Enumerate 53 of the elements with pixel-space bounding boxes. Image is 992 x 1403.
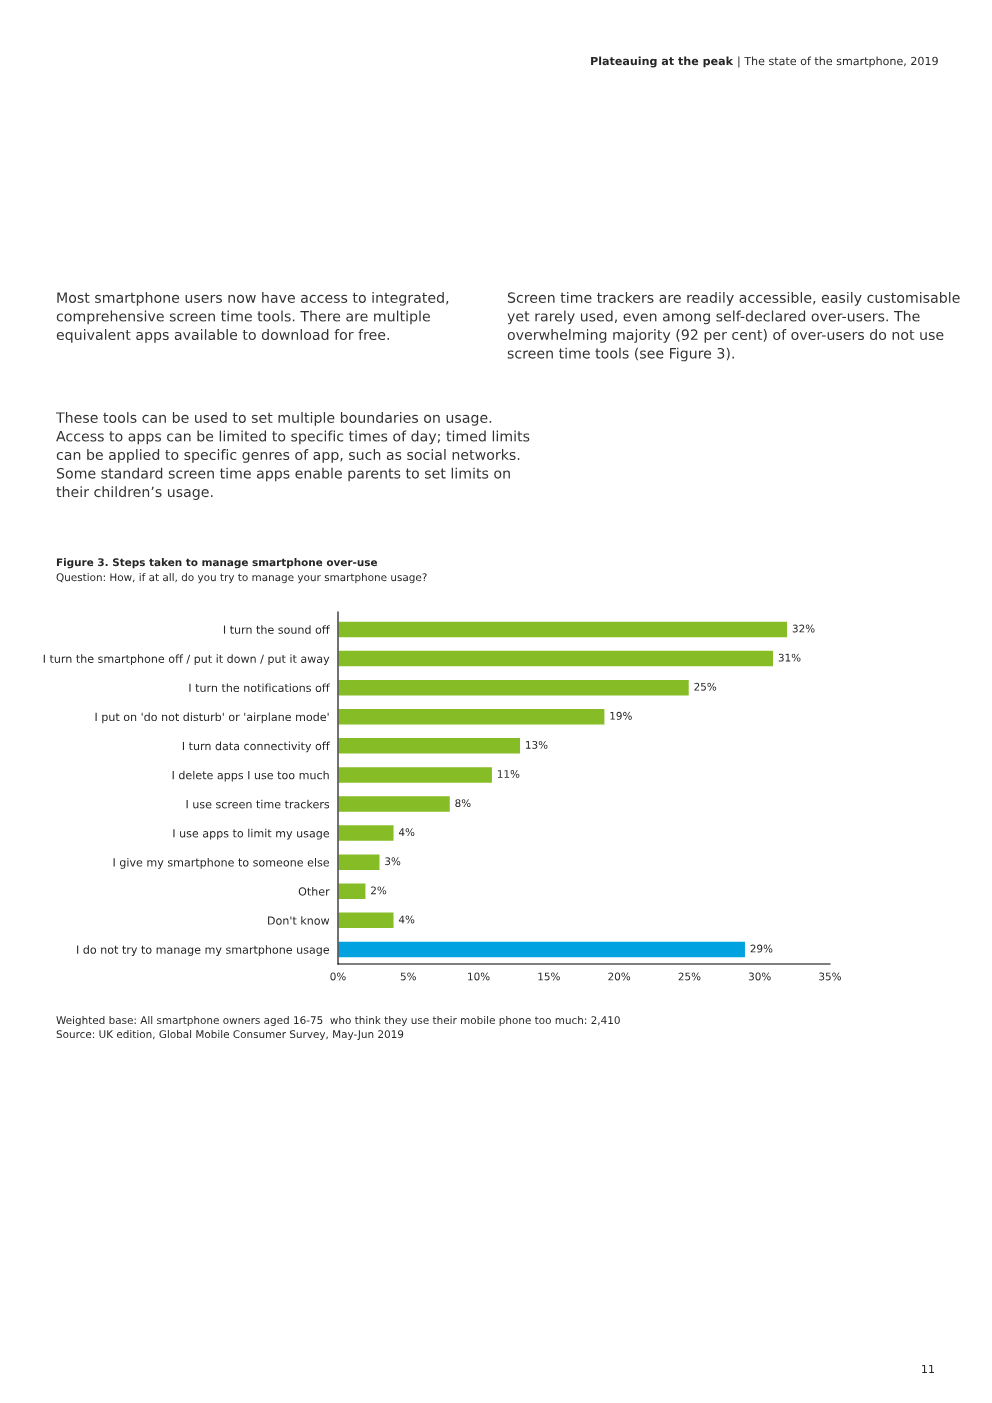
data-label: 31% bbox=[778, 653, 801, 662]
data-label: 29% bbox=[750, 944, 773, 953]
x-tick-label: 35% bbox=[819, 972, 841, 981]
x-tick-label: 20% bbox=[608, 972, 631, 981]
y-tick-label: I delete apps I use too much bbox=[172, 770, 329, 782]
x-tick-label: 30% bbox=[748, 972, 771, 981]
text: Figure 3. Steps taken to manage smartphone over-use bbox=[56, 558, 378, 569]
data-label: 32% bbox=[792, 624, 815, 633]
y-tick-label: I do not try to manage my smartphone usage bbox=[77, 945, 330, 956]
bar bbox=[338, 765, 494, 785]
data-label: 2% bbox=[371, 886, 387, 895]
y-tick-label: I use apps to limit my usage bbox=[173, 828, 330, 840]
text: Weighted base: All smartphone owners aged 16-75 who think they use their mobile phone too much: 2,410 Source: UK edition, Global Mobile Consumer Survey, May-Jun 2019 bbox=[56, 1016, 620, 1041]
x-tick-label: 15% bbox=[538, 972, 560, 981]
y-tick-label: I give my smartphone to someone else bbox=[113, 857, 330, 869]
bar bbox=[338, 620, 789, 639]
data-label: 13% bbox=[526, 740, 548, 749]
text: Question: How, if at all, do you try to manage your smartphone usage? bbox=[56, 573, 427, 584]
x-tick-label: 10% bbox=[468, 972, 490, 981]
text: Plateauing at the peak bbox=[591, 56, 734, 68]
bar bbox=[338, 823, 395, 843]
bar bbox=[338, 882, 367, 901]
text: These tools can be used to set multiple boundaries on usage. Access to apps can be limited to specific times of day; timed limits can be applied to specific genres of app, such as social networks. Some standard screen time apps enable parents to set limits on their children’s usage. bbox=[55, 412, 530, 500]
bar bbox=[338, 678, 691, 697]
bar bbox=[338, 649, 775, 668]
text: | The state of the smartphone, 2019 bbox=[738, 56, 938, 68]
y-tick-label: I turn the notifications off bbox=[189, 683, 330, 693]
data-label: 3% bbox=[385, 857, 401, 866]
y-tick-label: I use screen time trackers bbox=[186, 799, 330, 809]
y-tick-label: Don't know bbox=[268, 916, 330, 925]
text: Screen time trackers are readily accessible, easily customisable yet rarely used, even among self-declared over-users. The overwhelming majority (92 per cent) of over-users do not use screen time tools (see Figure 3). bbox=[507, 292, 960, 362]
data-label: 4% bbox=[398, 915, 415, 924]
bar bbox=[338, 940, 747, 959]
x-tick-label: 0% bbox=[330, 972, 346, 981]
bar bbox=[338, 707, 606, 726]
y-tick-label: I put on 'do not disturb' or 'airplane mode' bbox=[95, 712, 329, 724]
x-tick-label: 5% bbox=[400, 972, 416, 981]
y-tick-label: I turn the sound off bbox=[223, 625, 330, 634]
y-tick-label: I turn the smartphone off / put it down / put it away bbox=[43, 654, 330, 666]
y-tick-label: Other bbox=[298, 887, 330, 896]
x-tick-label: 25% bbox=[678, 972, 701, 981]
text: Most smartphone users now have access to integrated, comprehensive screen time tools. There are multiple equivalent apps available to download for free. bbox=[56, 292, 449, 343]
data-label: 11% bbox=[497, 770, 520, 778]
data-label: 19% bbox=[610, 711, 632, 720]
bar bbox=[338, 853, 381, 872]
data-label: 25% bbox=[694, 682, 717, 691]
data-label: 8% bbox=[455, 799, 471, 808]
data-label: 4% bbox=[398, 828, 415, 837]
y-tick-label: I turn data connectivity off bbox=[182, 741, 330, 753]
bar bbox=[338, 794, 452, 814]
bar bbox=[338, 911, 395, 930]
text: 11 bbox=[922, 1364, 934, 1373]
bar bbox=[338, 736, 522, 755]
